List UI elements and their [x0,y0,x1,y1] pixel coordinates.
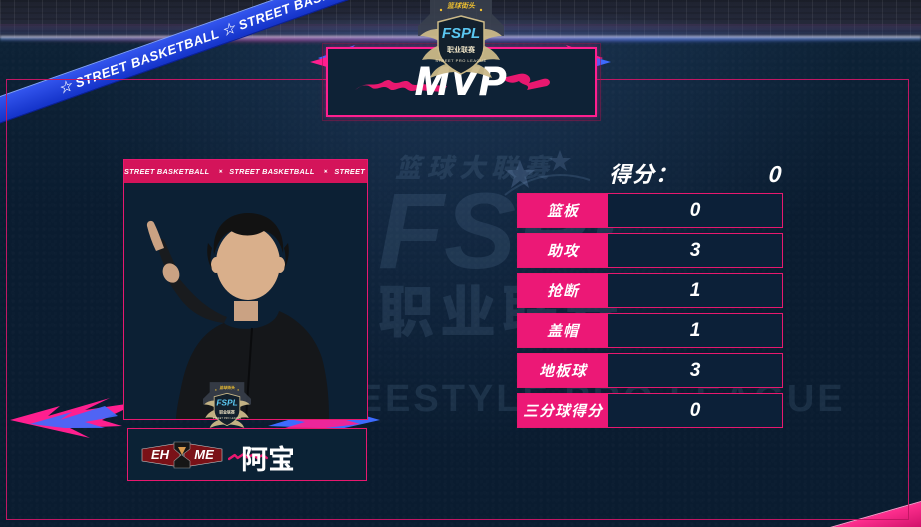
svg-text:FSPL: FSPL [442,25,480,42]
svg-text:篮球街头: 篮球街头 [219,385,236,391]
svg-text:篮球街头: 篮球街头 [447,1,476,11]
svg-text:ME: ME [194,447,214,462]
svg-text:职业联赛: 职业联赛 [219,409,235,415]
svg-text:职业联赛: 职业联赛 [447,45,475,55]
svg-text:FSPL: FSPL [216,398,237,408]
svg-text:STREET PRO LEAGUE: STREET PRO LEAGUE [213,417,242,420]
svg-text:EH: EH [151,447,170,462]
svg-text:STREET PRO LEAGUE: STREET PRO LEAGUE [435,58,486,63]
